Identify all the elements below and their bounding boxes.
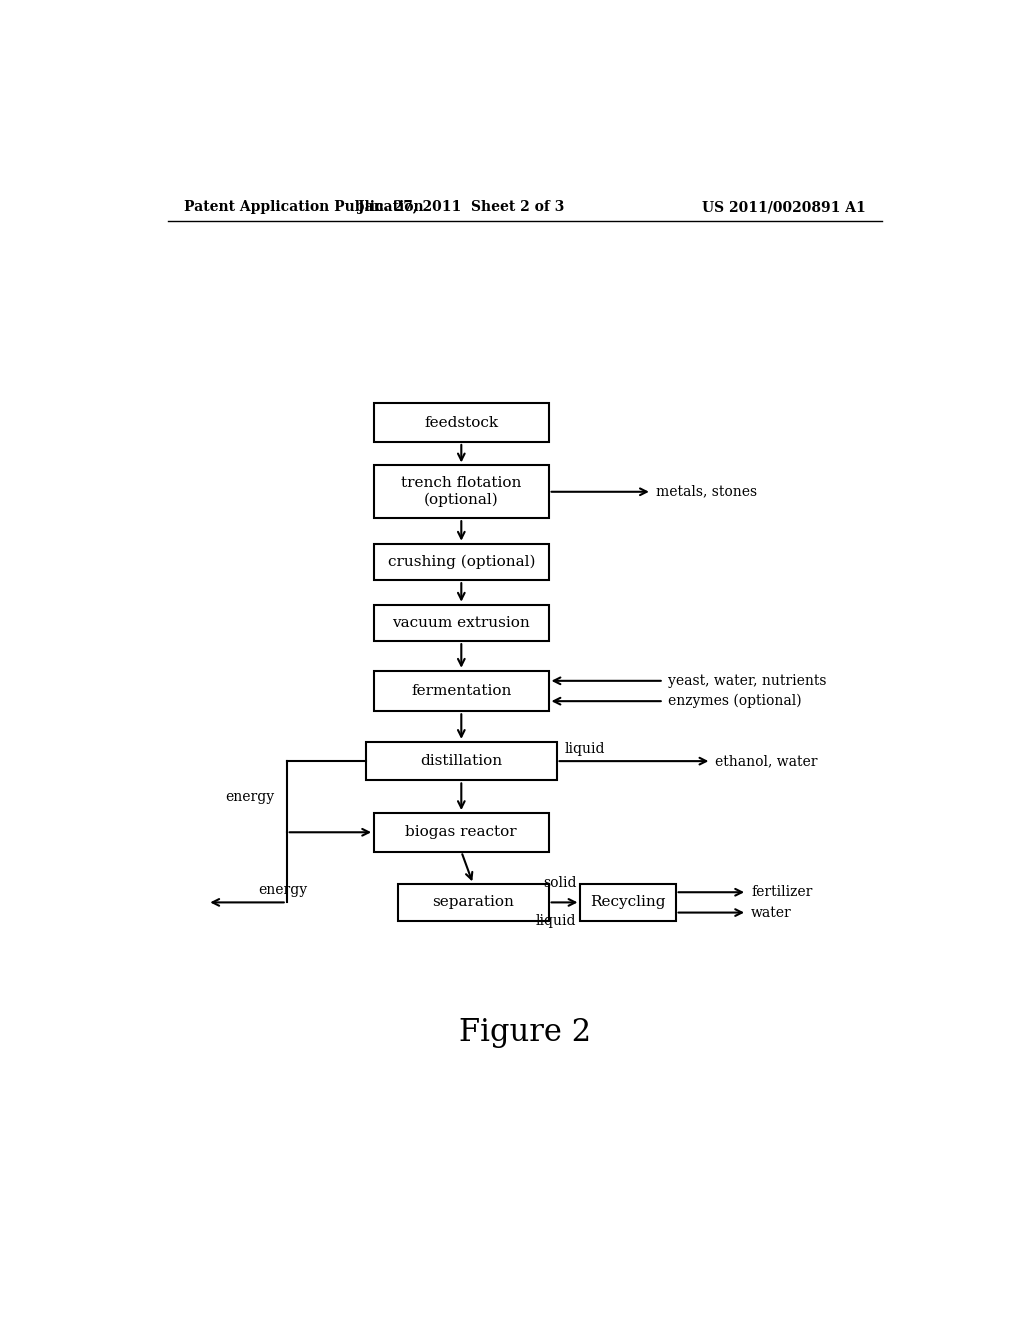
Text: US 2011/0020891 A1: US 2011/0020891 A1 [702, 201, 866, 214]
Text: ethanol, water: ethanol, water [715, 754, 818, 768]
Text: feedstock: feedstock [424, 416, 499, 430]
Text: liquid: liquid [536, 913, 577, 928]
Text: energy: energy [258, 883, 307, 898]
Text: solid: solid [543, 876, 577, 890]
Text: Patent Application Publication: Patent Application Publication [183, 201, 423, 214]
Text: enzymes (optional): enzymes (optional) [668, 694, 801, 709]
Text: Figure 2: Figure 2 [459, 1016, 591, 1048]
Bar [374, 813, 549, 851]
Text: distillation: distillation [420, 754, 503, 768]
Text: water: water [751, 906, 792, 920]
Bar [397, 884, 549, 921]
Text: fermentation: fermentation [411, 684, 512, 698]
Text: yeast, water, nutrients: yeast, water, nutrients [668, 673, 826, 688]
Bar [374, 605, 549, 642]
Text: separation: separation [432, 895, 514, 909]
Bar [374, 466, 549, 519]
Bar [374, 671, 549, 711]
Text: fertilizer: fertilizer [751, 886, 812, 899]
Text: liquid: liquid [564, 742, 605, 756]
Bar [374, 544, 549, 581]
Bar [374, 404, 549, 442]
Bar [367, 742, 557, 780]
Text: biogas reactor: biogas reactor [406, 825, 517, 840]
Text: Recycling: Recycling [590, 895, 666, 909]
Text: trench flotation
(optional): trench flotation (optional) [401, 477, 521, 507]
Text: vacuum extrusion: vacuum extrusion [392, 616, 530, 630]
Bar [581, 884, 676, 921]
Text: metals, stones: metals, stones [655, 484, 757, 499]
Text: crushing (optional): crushing (optional) [387, 554, 536, 569]
Text: energy: energy [225, 789, 274, 804]
Text: Jan. 27, 2011  Sheet 2 of 3: Jan. 27, 2011 Sheet 2 of 3 [358, 201, 564, 214]
